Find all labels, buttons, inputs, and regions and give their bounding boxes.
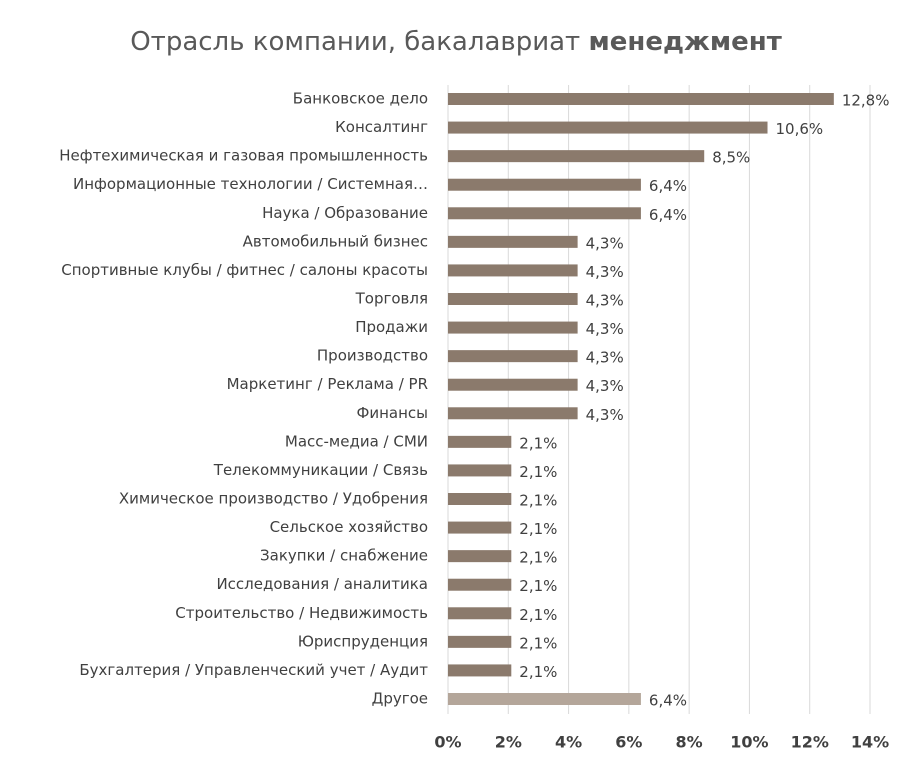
category-label: Исследования / аналитика <box>216 575 428 593</box>
bar <box>448 150 705 163</box>
category-label: Продажи <box>355 318 428 336</box>
x-tick-label: 0% <box>434 733 461 752</box>
category-label: Строительство / Недвижимость <box>175 604 428 622</box>
bar <box>448 550 512 563</box>
value-label: 2,1% <box>519 520 557 538</box>
category-label: Юриспруденция <box>298 632 428 650</box>
value-label: 4,3% <box>586 349 624 367</box>
value-label: 2,1% <box>519 434 557 452</box>
bar <box>448 350 578 363</box>
value-label: 4,3% <box>586 234 624 252</box>
x-tick-label: 8% <box>676 733 703 752</box>
category-label: Спортивные клубы / фитнес / салоны красо… <box>61 261 428 279</box>
x-tick-label: 10% <box>730 733 768 752</box>
title-text: Отрасль компании, бакалавриат <box>130 27 580 57</box>
value-label: 6,4% <box>649 177 687 195</box>
chart-title: Отрасль компании, бакалавриат менеджмент <box>130 27 782 57</box>
category-label: Бухгалтерия / Управленческий учет / Ауди… <box>79 661 428 679</box>
value-label: 2,1% <box>519 549 557 567</box>
category-label: Химическое производство / Удобрения <box>119 490 428 508</box>
x-tick-label: 4% <box>555 733 582 752</box>
value-label: 8,5% <box>712 149 750 167</box>
bar <box>448 578 512 591</box>
value-label: 4,3% <box>586 292 624 310</box>
bar <box>448 321 578 334</box>
category-label: Финансы <box>356 404 428 422</box>
x-tick-label: 2% <box>495 733 522 752</box>
bar <box>448 521 512 534</box>
value-label: 2,1% <box>519 634 557 652</box>
category-label: Банковское дело <box>293 90 428 108</box>
category-label: Масс-медиа / СМИ <box>285 432 428 450</box>
category-label: Закупки / снабжение <box>260 547 428 565</box>
x-tick-label: 14% <box>851 733 889 752</box>
bar <box>448 207 641 220</box>
value-label: 4,3% <box>586 263 624 281</box>
value-label: 12,8% <box>842 92 890 110</box>
value-label: 2,1% <box>519 492 557 510</box>
bar <box>448 407 578 420</box>
category-label: Маркетинг / Реклама / PR <box>227 375 428 393</box>
category-label: Консалтинг <box>335 118 428 136</box>
value-label: 6,4% <box>649 206 687 224</box>
bar <box>448 178 641 191</box>
bar <box>448 664 512 677</box>
bar <box>448 493 512 505</box>
value-label: 2,1% <box>519 577 557 595</box>
bar <box>448 264 578 277</box>
category-label: Нефтехимическая и газовая промышленность <box>59 147 428 165</box>
value-label: 2,1% <box>519 606 557 624</box>
category-label: Информационные технологии / Системная… <box>73 175 428 193</box>
value-label: 4,3% <box>586 377 624 395</box>
value-label: 4,3% <box>586 320 624 338</box>
category-label: Торговля <box>355 290 428 308</box>
bar <box>448 93 834 105</box>
value-label: 10,6% <box>776 120 824 138</box>
title-bold: менеджмент <box>588 27 781 57</box>
x-tick-label: 6% <box>615 733 642 752</box>
value-label: 2,1% <box>519 463 557 481</box>
category-label: Наука / Образование <box>262 204 428 222</box>
category-label: Сельское хозяйство <box>270 518 428 536</box>
value-label: 4,3% <box>586 406 624 424</box>
bar <box>448 121 768 134</box>
bar <box>448 607 512 620</box>
value-label: 2,1% <box>519 663 557 681</box>
bar <box>448 435 512 448</box>
x-tick-label: 12% <box>791 733 829 752</box>
bar <box>448 693 641 705</box>
value-label: 6,4% <box>649 692 687 710</box>
category-label: Автомобильный бизнес <box>243 232 428 250</box>
category-label: Телекоммуникации / Связь <box>213 461 428 479</box>
bar <box>448 378 578 391</box>
bar <box>448 464 512 477</box>
bar <box>448 635 512 648</box>
bar <box>448 235 578 248</box>
bar <box>448 293 578 305</box>
category-label: Производство <box>317 347 428 365</box>
category-label: Другое <box>372 690 428 708</box>
